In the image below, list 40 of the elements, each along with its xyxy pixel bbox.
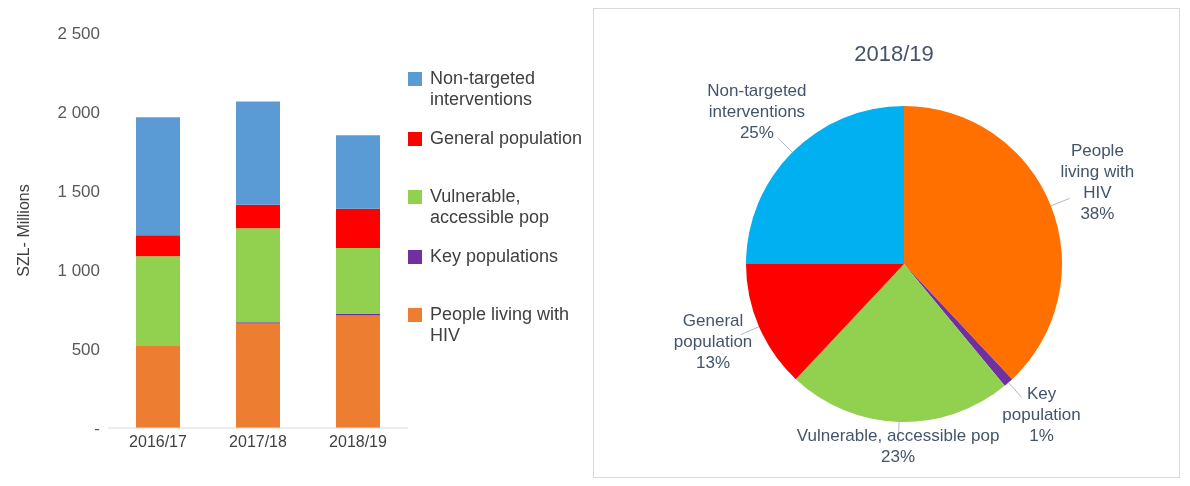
slice-label: People living with HIV	[1060, 140, 1135, 202]
x-tick-label: 2016/17	[129, 433, 188, 451]
y-tick-label: 500	[71, 340, 100, 360]
y-tick-label: 1 000	[57, 261, 100, 281]
bar	[136, 117, 180, 236]
bar	[336, 135, 380, 209]
legend-label: Non-targeted interventions	[430, 68, 537, 110]
bar	[136, 235, 180, 257]
bar	[136, 345, 180, 428]
chart-title: 2018/19	[854, 41, 934, 66]
bar	[336, 315, 380, 428]
bar	[136, 256, 180, 346]
y-axis-title: SZL- Millions	[14, 184, 32, 277]
slice-label: Vulnerable, accessible pop	[796, 426, 1000, 446]
y-tick-label: 2 000	[57, 103, 100, 123]
slice-label: Non-targeted interventions	[707, 80, 807, 121]
bar	[236, 101, 280, 205]
pie-slice	[795, 264, 1005, 422]
pie-slice	[904, 106, 1062, 380]
legend-label: Key populations	[430, 246, 559, 267]
x-tick-label: 2017/18	[229, 433, 288, 451]
bar	[236, 204, 280, 229]
data-label: 13%	[696, 352, 731, 372]
y-tick-label: -	[94, 419, 100, 439]
data-label: 25%	[739, 122, 774, 142]
slice-label: Key population	[1002, 384, 1081, 425]
bar	[336, 208, 380, 249]
bar	[236, 323, 280, 428]
y-tick-label: 2 500	[57, 24, 100, 44]
bar	[336, 248, 380, 314]
data-label: 38%	[1080, 203, 1115, 223]
data-label: 23%	[881, 447, 916, 467]
x-tick-label: 2018/19	[329, 433, 388, 451]
legend-label: General population	[430, 128, 583, 149]
legend-label: Vulnerable, accessible pop	[430, 186, 551, 228]
bar	[236, 228, 280, 323]
slice-label: General population	[673, 310, 753, 351]
legend-label: People living with HIV	[430, 304, 571, 346]
data-label: 1%	[1029, 426, 1054, 446]
y-tick-label: 1 500	[57, 182, 100, 202]
